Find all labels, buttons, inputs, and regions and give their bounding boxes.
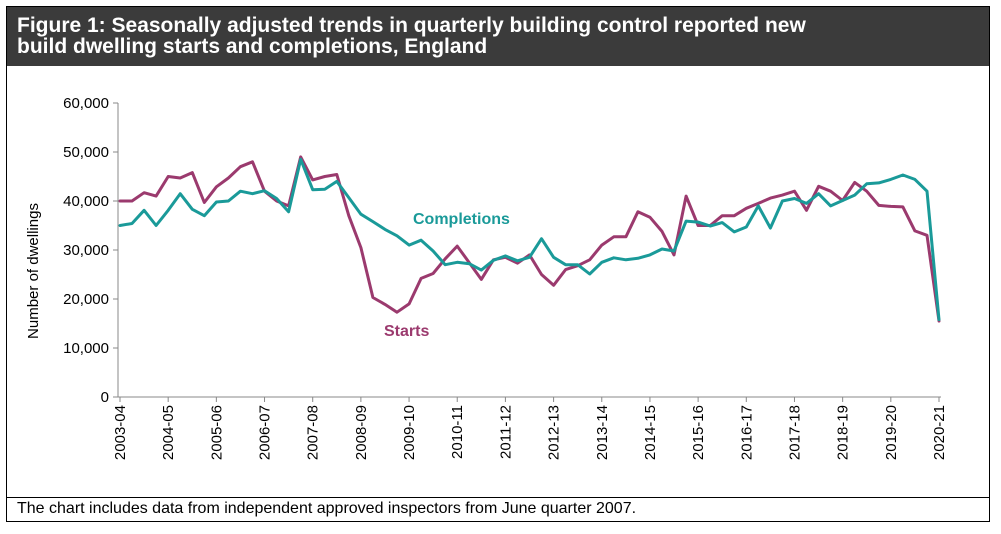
series-label-starts: Starts bbox=[384, 323, 429, 340]
figure-title-line-1: Figure 1: Seasonally adjusted trends in … bbox=[17, 14, 806, 37]
footnote: The chart includes data from independent… bbox=[7, 497, 989, 521]
x-tick-label: 2006-07 bbox=[257, 405, 274, 460]
x-tick-label: 2011-12 bbox=[497, 405, 514, 459]
x-tick-label: 2009-10 bbox=[401, 405, 418, 460]
x-tick-label: 2008-09 bbox=[353, 405, 370, 460]
x-tick-label: 2005-06 bbox=[208, 405, 225, 460]
x-tick-label: 2007-08 bbox=[305, 405, 322, 460]
x-tick-label: 2017-18 bbox=[786, 405, 803, 460]
figure-title-line-2: build dwelling starts and completions, E… bbox=[17, 35, 488, 58]
x-tick-label: 2013-14 bbox=[594, 405, 611, 460]
y-tick-label: 30,000 bbox=[63, 242, 109, 259]
figure-frame: Figure 1: Seasonally adjusted trends in … bbox=[6, 6, 990, 522]
x-tick-label: 2010-11 bbox=[449, 405, 466, 459]
y-axis-title: Number of dwellings bbox=[25, 203, 42, 339]
x-tick-label: 2020-21 bbox=[931, 405, 948, 460]
series-label-completions: Completions bbox=[413, 211, 510, 228]
x-tick-label: 2014-15 bbox=[642, 405, 659, 460]
x-tick-label: 2015-16 bbox=[690, 405, 707, 460]
x-tick-label: 2018-19 bbox=[835, 405, 852, 460]
x-tick-label: 2019-20 bbox=[883, 405, 900, 460]
series-line-starts bbox=[118, 155, 941, 323]
y-tick-label: 60,000 bbox=[63, 95, 109, 112]
figure-title: Figure 1: Seasonally adjusted trends in … bbox=[7, 7, 989, 66]
x-tick-label: 2003-04 bbox=[112, 405, 129, 460]
y-tick-label: 50,000 bbox=[63, 144, 109, 161]
y-tick-label: 40,000 bbox=[63, 193, 109, 210]
x-tick-label: 2004-05 bbox=[160, 405, 177, 460]
series-labels: Starts Completions bbox=[384, 211, 510, 340]
x-tick-label: 2012-13 bbox=[546, 405, 563, 460]
y-axis: 0 10,000 20,000 30,000 40,000 50,000 60,000 bbox=[63, 95, 119, 406]
series-line-completions bbox=[118, 157, 941, 322]
x-axis: 2003-04 2004-05 2005-06 2006-07 2007-08 2008-… bbox=[112, 396, 948, 460]
y-tick-label: 20,000 bbox=[63, 291, 109, 308]
y-tick-label: 0 bbox=[101, 389, 109, 406]
line-chart: 0 10,000 20,000 30,000 40,000 50,000 60,000 20… bbox=[25, 95, 948, 460]
x-tick-label: 2016-17 bbox=[738, 405, 755, 460]
y-tick-label: 10,000 bbox=[63, 340, 109, 357]
series-lines bbox=[118, 155, 941, 323]
